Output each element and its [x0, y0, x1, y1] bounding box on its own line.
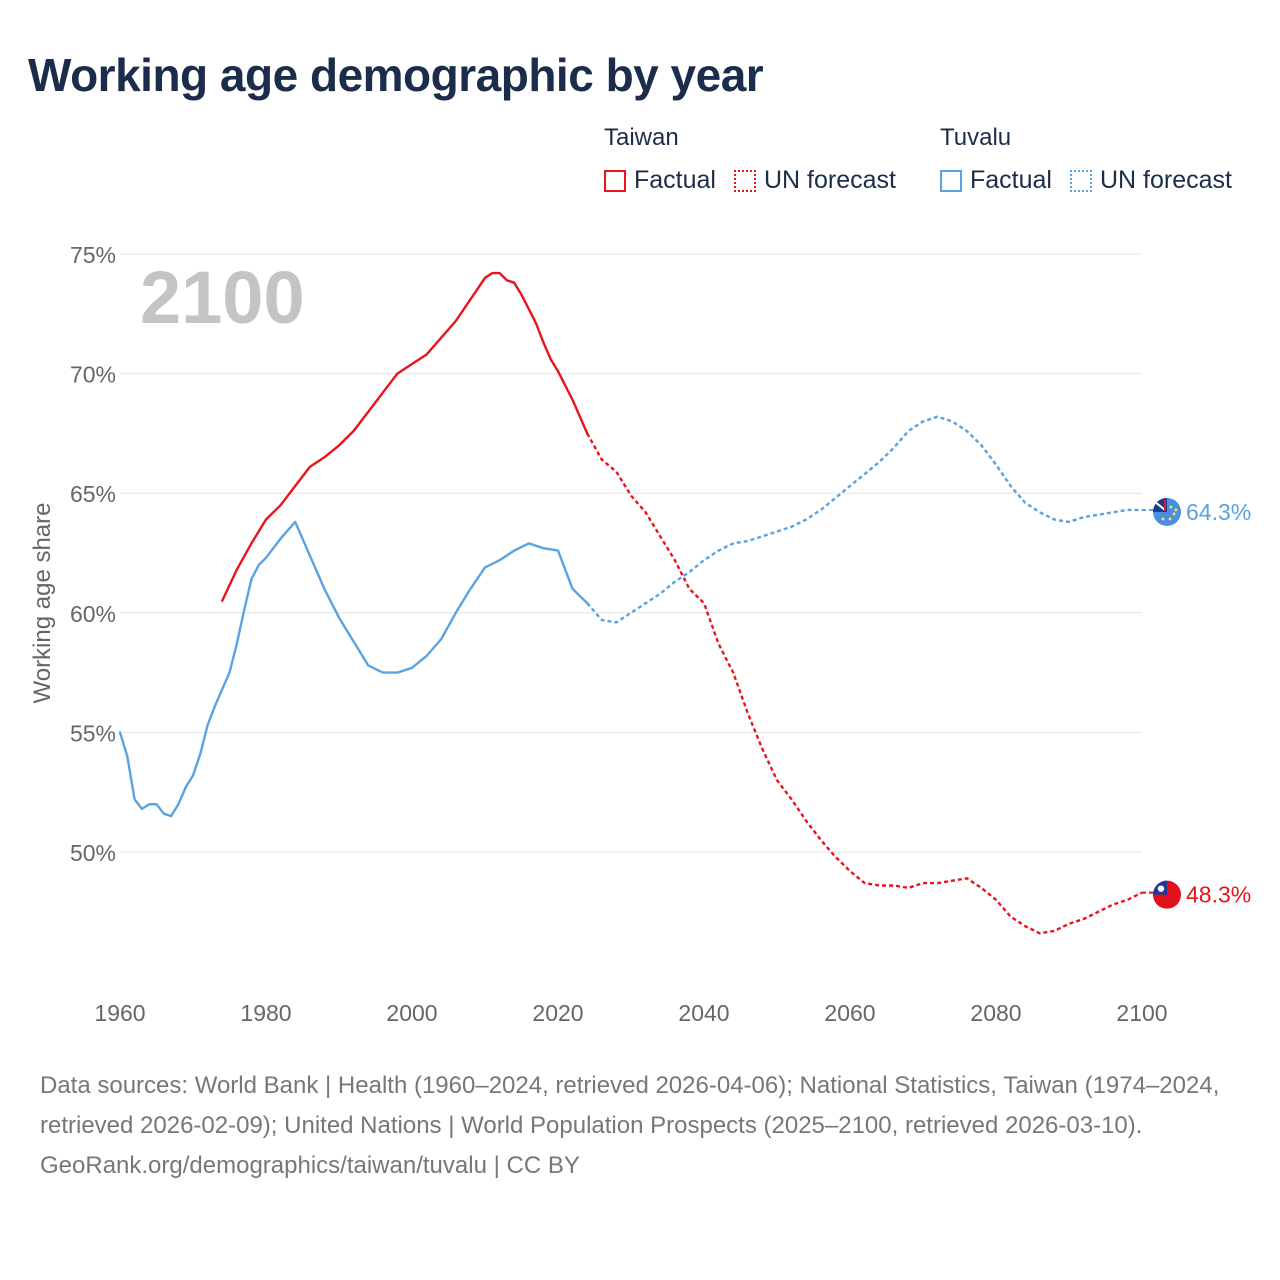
legend-label: UN forecast: [1099, 166, 1232, 194]
year-watermark: 2100: [140, 256, 305, 339]
x-tick-label: 1960: [94, 1000, 145, 1026]
x-tick-label: 1980: [240, 1000, 291, 1026]
tuvalu-flag-star: [1172, 512, 1176, 516]
x-tick-label: 2040: [678, 1000, 729, 1026]
legend-group-tuvalu: Tuvalu Factual UN forecast: [940, 124, 1232, 195]
taiwan-factual-line[interactable]: [220, 271, 589, 602]
legend-swatch-dotted: [733, 169, 756, 192]
legend-taiwan-forecast[interactable]: UN forecast: [733, 166, 896, 195]
tuvalu-flag-star: [1169, 505, 1173, 509]
y-tick-label: 65%: [70, 481, 116, 507]
tuvalu-factual-line[interactable]: [118, 520, 589, 818]
tuvalu-flag-star: [1168, 517, 1172, 521]
tuvalu-flag-star: [1174, 508, 1178, 512]
legend-label: Factual: [634, 166, 716, 194]
taiwan-end-value-label: 48.3%: [1186, 882, 1251, 908]
y-tick-label: 55%: [70, 720, 116, 746]
data-sources-note: Data sources: World Bank | Health (1960–…: [40, 1072, 1220, 1139]
legend-taiwan-factual[interactable]: Factual: [604, 166, 716, 195]
footer: Data sources: World Bank | Health (1960–…: [40, 1066, 1250, 1186]
y-tick-label: 75%: [70, 242, 116, 268]
y-tick-label: 70%: [70, 362, 116, 388]
legend-swatch-dotted: [1069, 169, 1092, 192]
tuvalu-flag-star: [1161, 517, 1165, 521]
y-axis-title: Working age share: [29, 503, 56, 704]
chart-title: Working age demographic by year: [28, 49, 764, 101]
legend-group-label: Tuvalu: [940, 124, 1012, 151]
legend-label: Factual: [970, 166, 1052, 194]
legend-group-label: Taiwan: [604, 124, 679, 151]
credit-link[interactable]: GeoRank.org/demographics/taiwan/tuvalu |…: [40, 1152, 580, 1179]
tuvalu-forecast-line[interactable]: [586, 415, 1142, 624]
x-tick-label: 2100: [1116, 1000, 1167, 1026]
y-tick-label: 50%: [70, 840, 116, 866]
legend-group-taiwan: Taiwan Factual UN forecast: [604, 124, 896, 195]
taiwan-forecast-line[interactable]: [586, 432, 1143, 935]
legend-label: UN forecast: [763, 166, 896, 194]
x-tick-label: 2020: [532, 1000, 583, 1026]
legend-swatch-solid: [604, 169, 626, 192]
legend-swatch-solid: [940, 169, 962, 192]
x-tick-label: 2080: [970, 1000, 1021, 1026]
legend-tuvalu-forecast[interactable]: UN forecast: [1069, 166, 1232, 195]
line-chart: 2100 50% 55% 60% 65% 70% 75% 1960 1980 2000 2020 20…: [29, 242, 1251, 1026]
tuvalu-end-value-label: 64.3%: [1186, 499, 1251, 525]
y-tick-label: 60%: [70, 601, 116, 627]
x-tick-label: 2060: [824, 1000, 875, 1026]
tuvalu-flag-cross: [1154, 501, 1166, 511]
x-tick-label: 2000: [386, 1000, 437, 1026]
taiwan-flag-sun: [1157, 885, 1165, 892]
legend-tuvalu-factual[interactable]: Factual: [940, 166, 1052, 195]
